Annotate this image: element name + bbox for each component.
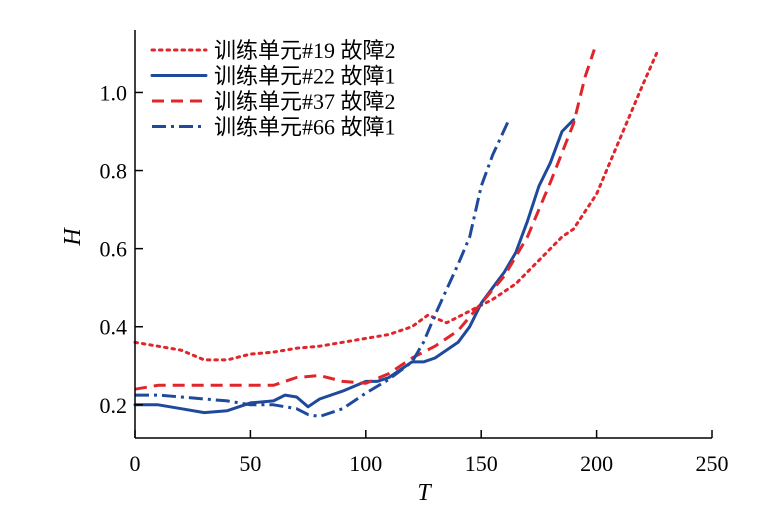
x-tick-label: 200 bbox=[580, 451, 613, 476]
series-line-4 bbox=[135, 119, 511, 418]
legend-label-2: 训练单元#22 故障1 bbox=[214, 64, 396, 89]
x-tick-label: 50 bbox=[239, 451, 261, 476]
y-axis-label: H bbox=[60, 227, 86, 247]
x-tick-label: 250 bbox=[696, 451, 729, 476]
series-line-3 bbox=[134, 49, 596, 391]
x-axis-label: T bbox=[417, 480, 432, 506]
y-tick-label: 1.0 bbox=[100, 80, 128, 105]
series-line-2 bbox=[133, 118, 575, 415]
legend-label-4: 训练单元#66 故障1 bbox=[214, 115, 396, 140]
x-tick-label: 0 bbox=[130, 451, 141, 476]
y-tick-label: 0.8 bbox=[100, 159, 128, 184]
series-layer bbox=[133, 49, 659, 418]
y-tick-label: 0.2 bbox=[100, 393, 128, 418]
series-line-1 bbox=[133, 51, 659, 362]
legend-label-1: 训练单元#19 故障2 bbox=[214, 38, 396, 63]
x-tick-label: 100 bbox=[349, 451, 382, 476]
x-tick-label: 150 bbox=[465, 451, 498, 476]
y-tick-label: 0.6 bbox=[100, 237, 128, 262]
y-tick-label: 0.4 bbox=[100, 315, 128, 340]
axes: 0 50 100 150 200 250 0.2 0.4 0.6 0.8 1.0 bbox=[100, 30, 729, 476]
legend-label-3: 训练单元#37 故障2 bbox=[214, 89, 396, 114]
